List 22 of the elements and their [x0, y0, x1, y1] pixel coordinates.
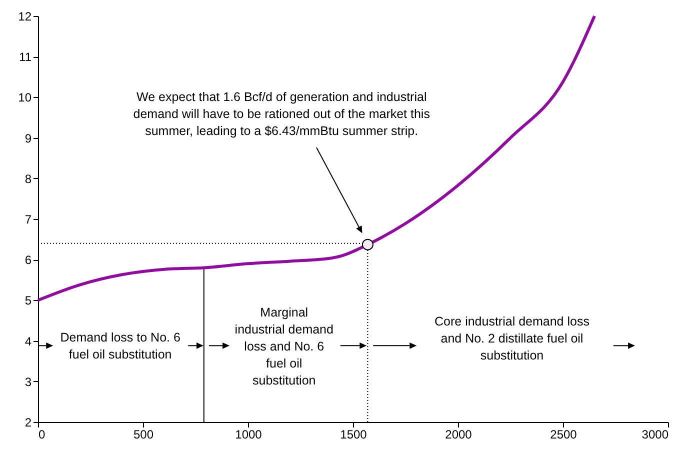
y-tick-label: 11 [19, 50, 32, 64]
y-tick-label: 12 [18, 10, 32, 24]
x-tick-label: 2500 [550, 428, 578, 442]
annotation: Core industrial demand loss and No. 2 distillate fuel oil substitution [434, 314, 590, 363]
y-tick-label: 9 [24, 131, 32, 146]
y-tick-label: 8 [24, 172, 32, 186]
x-tick-label: 3000 [642, 428, 669, 442]
y-tick-label: 2 [24, 416, 32, 430]
y-tick-label: 4 [24, 334, 32, 348]
y-tick-label: 10 [18, 90, 32, 105]
annotation: Marginal industrial demand loss and No. 6 fuel oil substitution [234, 305, 334, 388]
x-tick-label: 1000 [235, 428, 262, 442]
x-tick-label: 1500 [340, 428, 368, 442]
y-tick-label: 3 [24, 374, 32, 389]
annotation: Demand loss to No. 6 fuel oil substitution [60, 330, 180, 362]
y-tick-label: 6 [24, 253, 32, 268]
x-tick-label: 500 [133, 428, 154, 442]
y-tick-label: 7 [24, 212, 32, 226]
annotation: We expect that 1.6 Bcf/d of generation and industrial demand will have to be rationed out of the market this summer, leading to a $6.43/mmBtu summer strip. [133, 90, 430, 138]
x-tick-label: 0 [38, 428, 46, 442]
x-tick-label: 2000 [445, 428, 472, 442]
y-tick-label: 5 [24, 294, 32, 308]
